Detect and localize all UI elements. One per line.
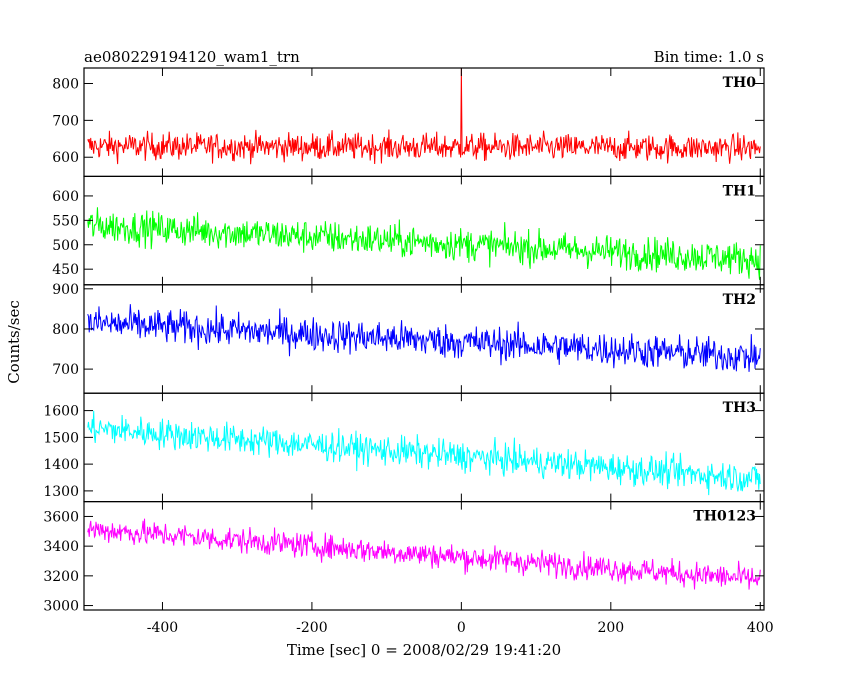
chart-title: ae080229194120_wam1_trn <box>84 48 300 66</box>
y-tick-label: 900 <box>52 282 79 298</box>
panel-label: TH3 <box>723 400 756 416</box>
y-tick-label: 450 <box>52 262 79 278</box>
panel-label: TH0 <box>723 75 757 91</box>
y-tick-label: 550 <box>52 213 79 229</box>
panel-label: TH1 <box>723 183 756 199</box>
series-line-th0123 <box>87 518 761 590</box>
x-tick-label: 200 <box>597 620 624 636</box>
y-tick-label: 3400 <box>43 539 79 555</box>
y-tick-label: 700 <box>52 113 79 129</box>
x-tick-label: -400 <box>147 620 178 636</box>
panel-th2: 700 800 900 TH2 <box>52 282 765 394</box>
series-line-th3 <box>87 410 761 496</box>
y-tick-label: 3000 <box>43 599 79 615</box>
y-tick-label: 3600 <box>43 509 79 525</box>
y-tick-label: 1500 <box>43 430 79 446</box>
y-tick-label: 1600 <box>43 404 79 420</box>
series-line-th0 <box>87 67 761 165</box>
bin-time-label: Bin time: 1.0 s <box>654 48 764 66</box>
panel-th3: 1300 1400 1500 1600 TH3 <box>43 392 765 503</box>
series-line-th1 <box>87 207 761 280</box>
panel-th1: 450 500 550 600 TH1 <box>52 175 765 286</box>
y-tick-label: 1300 <box>43 484 79 500</box>
y-tick-label: 1400 <box>43 457 79 473</box>
x-tick-label: -200 <box>296 620 327 636</box>
x-tick-label: 400 <box>747 620 774 636</box>
panels-group: 600 700 800 TH0 450 500 550 600 TH1 700 800 900 TH2 1… <box>43 67 774 636</box>
y-tick-label: 3200 <box>43 569 79 585</box>
y-axis-label: Counts/sec <box>5 300 23 384</box>
x-tick-label: 0 <box>457 620 466 636</box>
panel-th0: 600 700 800 TH0 <box>52 67 765 178</box>
y-tick-label: 600 <box>52 150 79 166</box>
panel-label: TH0123 <box>693 509 756 525</box>
y-tick-label: 700 <box>52 362 79 378</box>
x-axis-label: Time [sec] 0 = 2008/02/29 19:41:20 <box>287 641 561 659</box>
panel-frame <box>83 67 765 178</box>
panel-label: TH2 <box>723 292 756 308</box>
series-line-th2 <box>87 304 761 372</box>
y-tick-label: 500 <box>52 238 79 254</box>
y-tick-label: 600 <box>52 189 79 205</box>
y-tick-label: 800 <box>52 76 79 92</box>
y-tick-label: 800 <box>52 322 79 338</box>
panel-th0123: 3000 3200 3400 3600 TH0123 <box>43 501 765 615</box>
panel-frame <box>83 501 765 611</box>
